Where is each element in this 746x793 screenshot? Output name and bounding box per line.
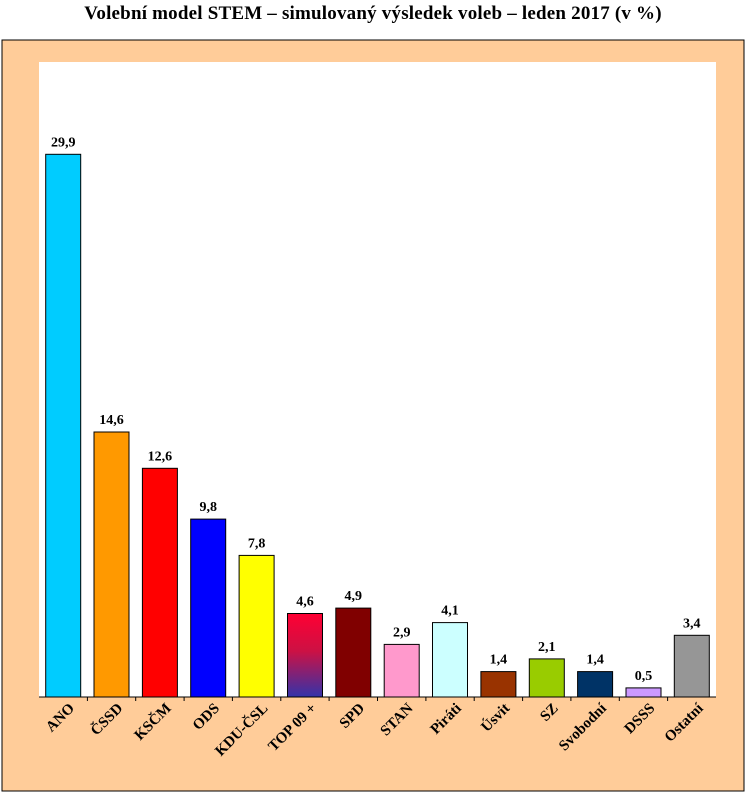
data-label: 4,1: [441, 604, 459, 619]
bar: [383, 643, 420, 698]
data-label: 2,9: [393, 625, 411, 640]
bar: [625, 687, 662, 698]
data-label: 14,6: [99, 413, 124, 428]
data-label: 9,8: [199, 500, 217, 515]
bar: [528, 658, 565, 698]
bar: [480, 671, 517, 698]
data-label: 3,4: [683, 616, 701, 631]
data-label: 0,5: [635, 669, 653, 684]
bar: [45, 153, 82, 698]
data-label: 12,6: [148, 449, 173, 464]
data-label: 4,6: [296, 595, 314, 610]
bar: [335, 607, 372, 698]
bar: [577, 671, 614, 698]
bar: [673, 634, 710, 698]
data-label: 4,9: [345, 589, 363, 604]
data-label: 2,1: [538, 640, 556, 655]
bar: [432, 622, 468, 698]
data-label: 29,9: [51, 135, 76, 150]
bar: [238, 554, 275, 698]
bar: [93, 431, 130, 698]
data-label: 1,4: [490, 653, 508, 668]
bar: [141, 467, 178, 698]
plot-area: [39, 62, 716, 697]
chart-title: Volební model STEM – simulovaný výsledek…: [84, 3, 662, 24]
data-label: 1,4: [586, 653, 604, 668]
bar: [287, 613, 323, 698]
data-label: 7,8: [248, 536, 266, 551]
bar: [190, 518, 227, 698]
